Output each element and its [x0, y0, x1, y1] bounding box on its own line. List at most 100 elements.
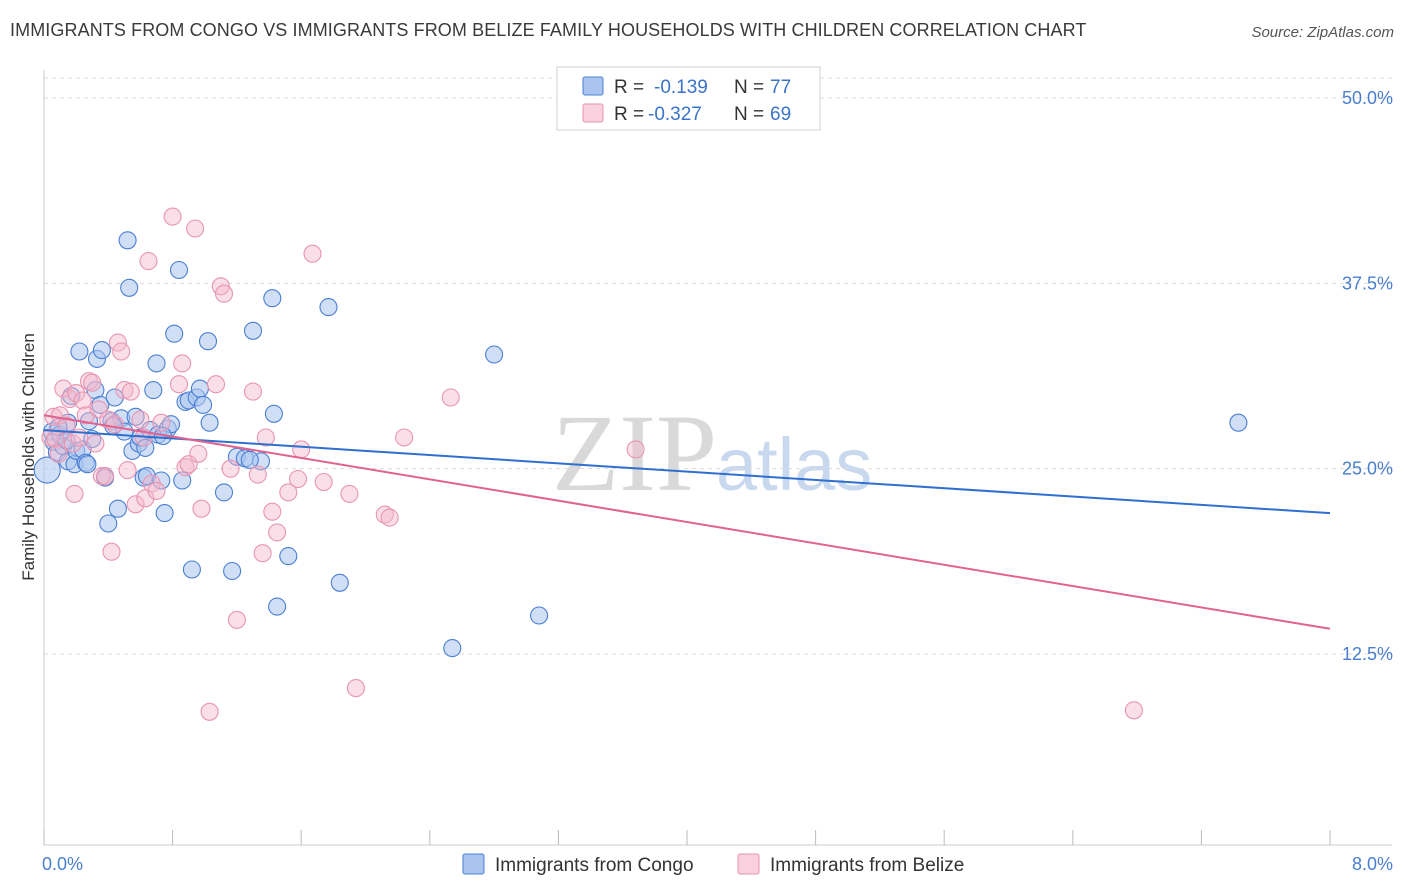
- point-congo-28: [120, 278, 139, 297]
- point-congo-68: [530, 606, 549, 625]
- legend-congo-n-value: 77: [770, 77, 791, 98]
- point-congo-43: [165, 324, 184, 343]
- point-belize-56: [279, 483, 298, 502]
- x-tick-label-max: 8.0%: [1352, 854, 1393, 874]
- point-belize-12: [73, 391, 92, 410]
- point-congo-62: [268, 597, 287, 616]
- bottom-legend: Immigrants from Congo Immigrants from Be…: [462, 853, 964, 876]
- y-tick-label-1: 25.0%: [1342, 459, 1393, 479]
- series-congo: [33, 231, 1248, 658]
- point-belize-41: [186, 219, 205, 238]
- point-congo-23: [105, 388, 124, 407]
- point-congo-36: [144, 381, 163, 400]
- point-congo-65: [330, 573, 349, 592]
- x-ticks: [43, 830, 1331, 845]
- point-congo-11: [70, 342, 89, 361]
- point-congo-27: [118, 231, 137, 250]
- bottom-legend-congo-label: Immigrants from Congo: [495, 855, 694, 876]
- point-belize-52: [253, 544, 272, 563]
- gridlines: [44, 77, 1392, 655]
- point-congo-30: [126, 407, 145, 426]
- point-belize-58: [292, 440, 311, 459]
- point-congo-37: [147, 354, 166, 373]
- point-belize-34: [147, 481, 166, 500]
- point-belize-29: [131, 410, 150, 429]
- source-label: Source: ZipAtlas.com: [1251, 24, 1394, 41]
- point-congo-19: [92, 341, 111, 360]
- point-belize-3: [49, 444, 68, 463]
- point-belize-24: [112, 342, 131, 361]
- point-belize-27: [121, 382, 140, 401]
- point-congo-44: [169, 260, 189, 280]
- point-belize-43: [192, 499, 211, 518]
- point-belize-63: [375, 505, 394, 524]
- point-belize-59: [303, 244, 322, 263]
- point-belize-10: [67, 384, 86, 403]
- point-belize-38: [173, 354, 192, 373]
- bottom-legend-swatch-congo: [462, 853, 485, 875]
- point-belize-49: [227, 610, 246, 629]
- legend-belize-n-label: N =: [734, 104, 764, 125]
- point-congo-40: [155, 504, 174, 523]
- point-congo-64: [319, 298, 338, 317]
- point-belize-32: [139, 252, 158, 271]
- point-belize-9: [65, 484, 84, 503]
- point-congo-54: [214, 483, 234, 502]
- point-belize-14: [79, 372, 99, 391]
- point-belize-22: [105, 415, 124, 434]
- point-congo-69: [1229, 413, 1248, 432]
- point-congo-52: [198, 332, 218, 351]
- point-belize-66: [441, 388, 460, 407]
- point-congo-67: [485, 345, 504, 364]
- point-belize-37: [169, 375, 189, 394]
- point-belize-26: [118, 461, 137, 480]
- point-belize-47: [214, 284, 234, 303]
- point-congo-50: [190, 379, 209, 398]
- point-belize-53: [256, 428, 275, 447]
- point-congo-53: [200, 413, 219, 432]
- legend-swatch-congo: [582, 76, 604, 96]
- point-congo-45: [173, 471, 192, 490]
- point-congo-66: [443, 639, 462, 658]
- point-belize-50: [243, 382, 263, 401]
- point-belize-54: [263, 502, 282, 521]
- point-belize-15: [83, 373, 102, 392]
- point-congo-58: [243, 321, 263, 340]
- y-tick-label-2: 37.5%: [1342, 273, 1393, 293]
- point-belize-42: [189, 444, 208, 463]
- legend-box: R = -0.139 N = 77 R = -0.327 N = 69: [556, 66, 821, 131]
- legend-belize-r-label: R =: [614, 104, 644, 125]
- point-belize-64: [380, 508, 399, 527]
- point-congo-24: [108, 499, 127, 518]
- legend-congo-n-label: N =: [734, 77, 764, 98]
- point-belize-28: [126, 495, 145, 514]
- point-belize-35: [152, 413, 171, 432]
- watermark-atlas: atlas: [716, 423, 872, 506]
- point-belize-16: [86, 434, 105, 453]
- point-belize-67: [626, 440, 645, 459]
- bottom-legend-belize-label: Immigrants from Belize: [770, 855, 964, 876]
- trend-line-belize: [43, 414, 1331, 630]
- y-tick-label-0: 12.5%: [1342, 644, 1393, 664]
- point-congo-0: [33, 456, 61, 484]
- point-belize-65: [395, 428, 414, 447]
- bottom-legend-swatch-belize: [737, 853, 760, 875]
- point-belize-68: [1124, 701, 1143, 720]
- legend-belize-n-value: 69: [770, 104, 791, 125]
- trend-line-congo: [43, 429, 1331, 515]
- point-belize-39: [176, 458, 195, 477]
- point-belize-45: [206, 375, 226, 394]
- point-congo-51: [194, 395, 213, 414]
- point-belize-6: [57, 416, 76, 435]
- point-congo-55: [223, 561, 242, 581]
- chart-title: IMMIGRANTS FROM CONGO VS IMMIGRANTS FROM…: [10, 20, 1087, 40]
- point-belize-51: [248, 465, 267, 484]
- point-belize-62: [346, 679, 365, 698]
- point-belize-57: [288, 469, 308, 489]
- legend-belize-r-value: -0.327: [648, 104, 702, 125]
- trend-lines: [43, 414, 1331, 630]
- point-congo-60: [263, 289, 282, 308]
- legend-congo-r-value: -0.139: [654, 77, 708, 98]
- y-tick-labels: 12.5% 25.0% 37.5% 50.0%: [1342, 88, 1393, 664]
